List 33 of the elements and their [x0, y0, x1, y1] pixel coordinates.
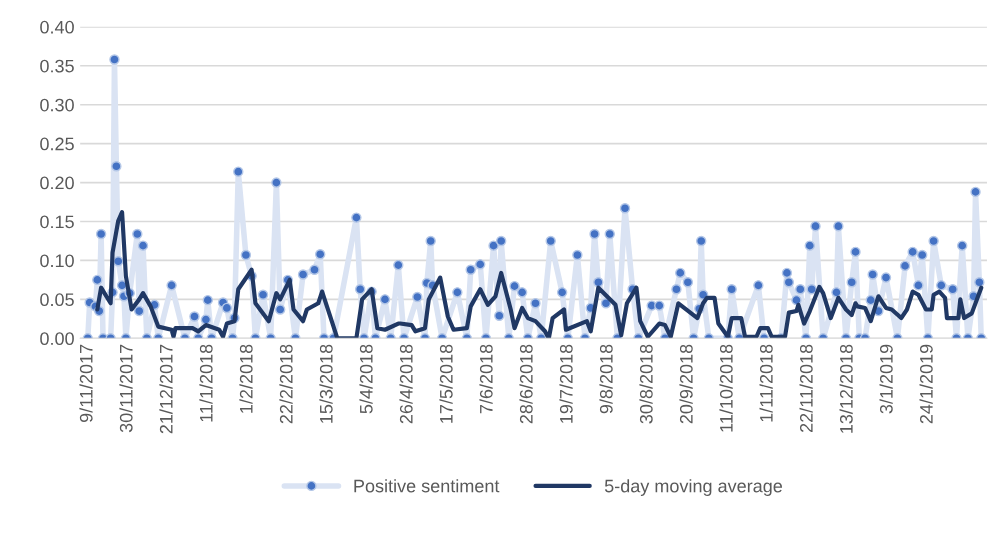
x-tick-label: 17/5/2018 — [439, 344, 453, 423]
x-tick-label: 1/11/2018 — [759, 344, 773, 422]
x-tick-label: 7/6/2018 — [479, 344, 493, 414]
x-tick-label: 9/8/2018 — [599, 344, 613, 414]
y-tick-label: 0.35 — [40, 59, 74, 73]
x-tick-label: 9/11/2017 — [79, 344, 93, 422]
x-tick-label: 22/2/2018 — [279, 344, 293, 424]
x-tick-label: 11/10/2018 — [719, 344, 733, 432]
x-tick-label: 22/11/2018 — [799, 344, 813, 432]
x-tick-label: 1/2/2018 — [239, 344, 253, 413]
x-tick-label: 3/1/2019 — [879, 344, 893, 414]
x-tick-label: 5/4/2018 — [359, 344, 373, 414]
legend-label: 5-day moving average — [604, 479, 783, 496]
y-tick-label: 0.05 — [40, 293, 74, 307]
y-tick-label: 0.10 — [40, 254, 74, 268]
y-tick-label: 0.15 — [40, 215, 74, 229]
x-tick-label: 13/12/2018 — [839, 344, 853, 433]
x-tick-label: 15/3/2018 — [319, 344, 333, 423]
x-tick-label: 24/1/2019 — [919, 344, 933, 424]
y-tick-label: 0.30 — [40, 98, 74, 112]
x-tick-label: 26/4/2018 — [399, 344, 413, 424]
x-tick-label: 28/6/2018 — [519, 344, 533, 424]
x-tick-label: 11/1/2018 — [199, 344, 213, 422]
y-tick-label: 0.25 — [40, 137, 74, 151]
y-tick-label: 0.20 — [40, 176, 74, 190]
x-tick-label: 30/11/2017 — [119, 344, 133, 433]
x-tick-label: 21/12/2017 — [159, 344, 173, 434]
x-tick-label: 20/9/2018 — [679, 344, 693, 424]
x-tick-label: 30/8/2018 — [639, 344, 653, 424]
x-tick-label: 19/7/2018 — [559, 344, 573, 423]
y-tick-label: 0.40 — [40, 20, 74, 34]
legend-label: Positive sentiment — [354, 479, 500, 493]
y-tick-label: 0.00 — [40, 332, 74, 346]
